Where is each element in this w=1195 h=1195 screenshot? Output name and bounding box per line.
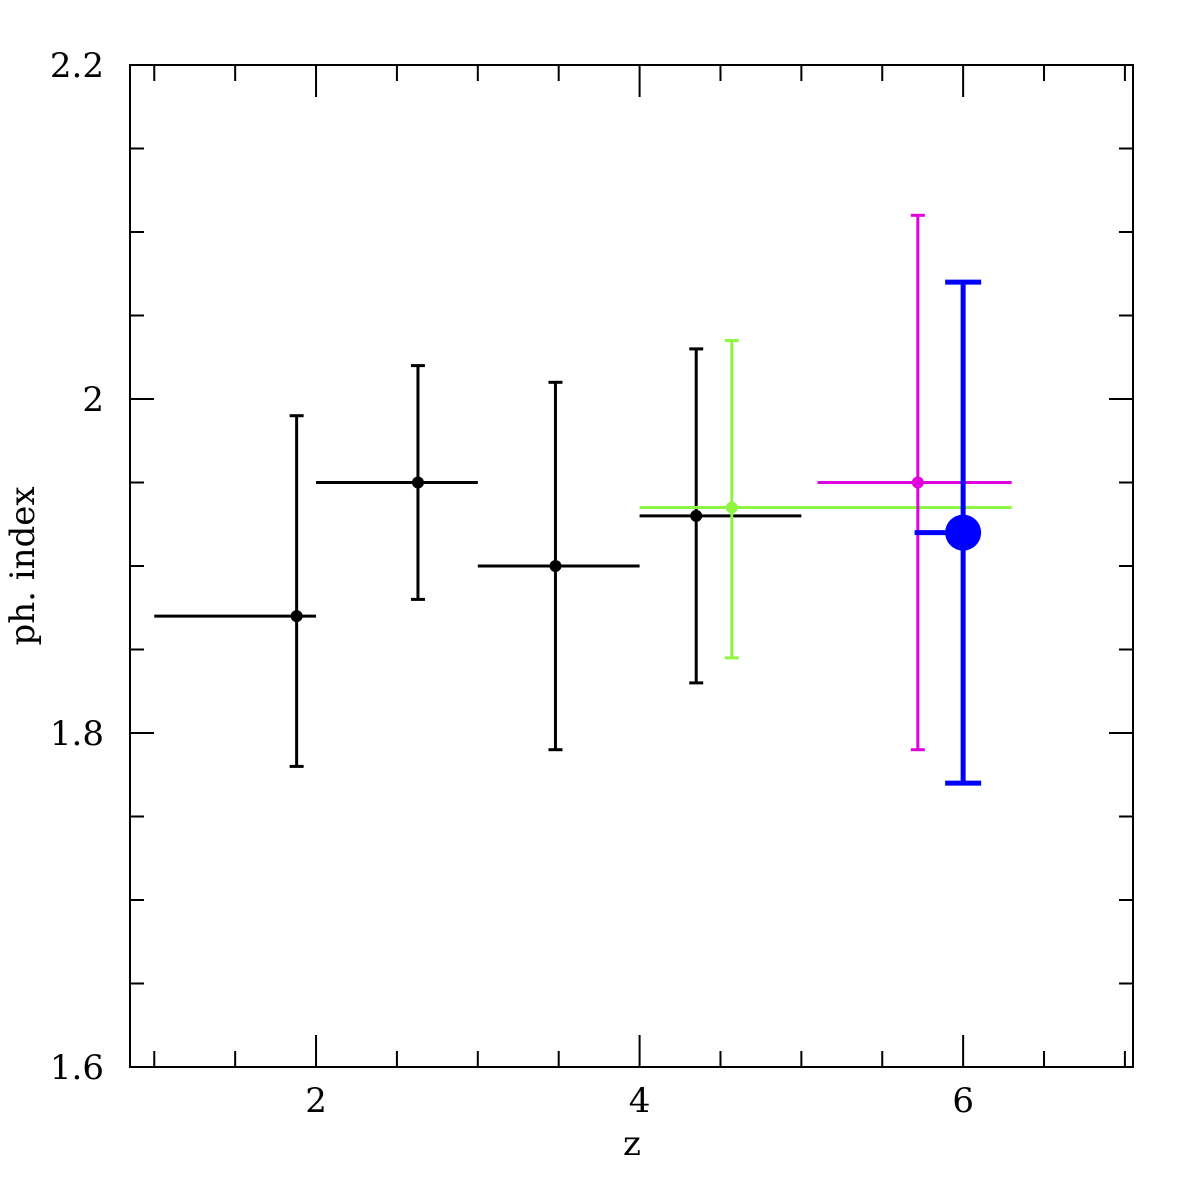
axis-ticks bbox=[130, 64, 1133, 1068]
x-tick-label: 4 bbox=[629, 1081, 651, 1121]
y-tick-label: 1.6 bbox=[50, 1048, 104, 1088]
data-point bbox=[911, 476, 924, 489]
data-point bbox=[725, 501, 738, 514]
y-tick-label: 2.2 bbox=[50, 46, 104, 86]
data-point bbox=[411, 476, 424, 489]
data-point bbox=[690, 509, 703, 522]
data-layer bbox=[154, 213, 1012, 786]
data-point bbox=[549, 560, 562, 572]
data-point bbox=[290, 610, 303, 623]
x-tick-label: 6 bbox=[952, 1081, 974, 1121]
y-axis-label: ph. index bbox=[3, 486, 43, 645]
x-axis-label: z bbox=[623, 1124, 641, 1164]
axis-tick-labels: 2 4 6 1.6 1.8 2 2.2 bbox=[50, 46, 974, 1121]
series-1 bbox=[639, 339, 1012, 660]
x-tick-label: 2 bbox=[305, 1081, 327, 1121]
series-0 bbox=[154, 347, 802, 768]
y-tick-label: 1.8 bbox=[50, 714, 104, 754]
data-point bbox=[945, 514, 982, 551]
series-2 bbox=[817, 213, 1012, 752]
series-3 bbox=[914, 279, 982, 786]
y-tick-label: 2 bbox=[82, 380, 104, 420]
